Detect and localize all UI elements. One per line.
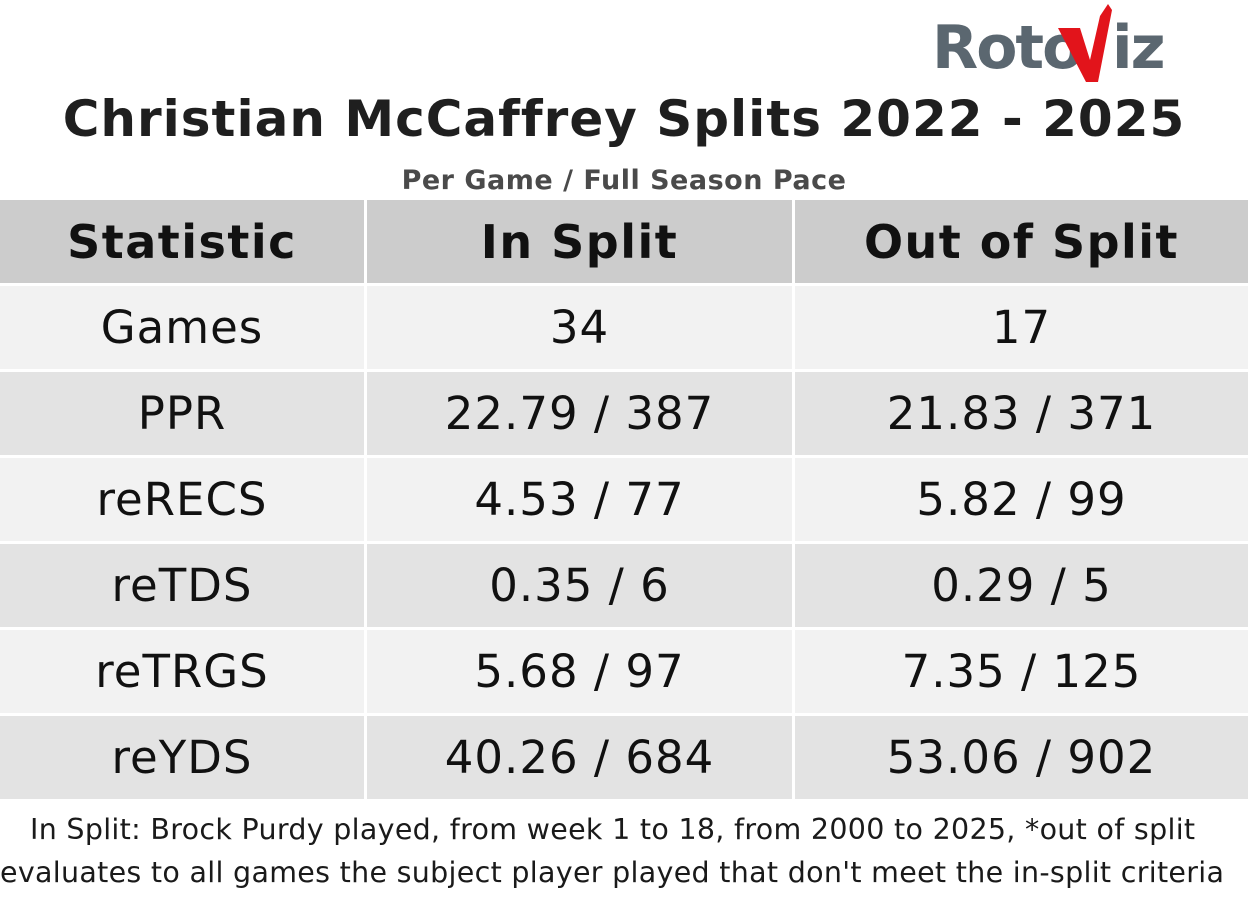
rotoviz-logo-graphic: Roto iz	[932, 4, 1166, 83]
out-of-split-cell: 5.82 / 99	[795, 458, 1248, 541]
stat-name-cell: PPR	[0, 372, 364, 455]
table-row: PPR 22.79 / 387 21.83 / 371	[0, 372, 1248, 455]
out-of-split-cell: 17	[795, 286, 1248, 369]
table-row: reTDS 0.35 / 6 0.29 / 5	[0, 544, 1248, 627]
rotoviz-logo: Roto iz	[932, 4, 1192, 88]
header-statistic: Statistic	[0, 200, 364, 283]
table-header-row: Statistic In Split Out of Split	[0, 200, 1248, 283]
stat-name-cell: Games	[0, 286, 364, 369]
table-row: reYDS 40.26 / 684 53.06 / 902	[0, 716, 1248, 799]
stat-name-cell: reRECS	[0, 458, 364, 541]
in-split-cell: 5.68 / 97	[367, 630, 792, 713]
split-criteria-footnote: In Split: Brock Purdy played, from week …	[0, 813, 1225, 889]
in-split-cell: 22.79 / 387	[367, 372, 792, 455]
out-of-split-cell: 53.06 / 902	[795, 716, 1248, 799]
header-in-split: In Split	[367, 200, 792, 283]
table-row: reRECS 4.53 / 77 5.82 / 99	[0, 458, 1248, 541]
svg-text:Roto: Roto	[932, 13, 1081, 83]
in-split-cell: 4.53 / 77	[367, 458, 792, 541]
out-of-split-cell: 0.29 / 5	[795, 544, 1248, 627]
table-row: Games 34 17	[0, 286, 1248, 369]
splits-table: Statistic In Split Out of Split Games 34…	[0, 200, 1248, 802]
svg-text:iz: iz	[1112, 13, 1164, 83]
chart-title: Christian McCaffrey Splits 2022 - 2025	[62, 90, 1186, 148]
stat-name-cell: reTRGS	[0, 630, 364, 713]
header-out-of-split: Out of Split	[795, 200, 1248, 283]
in-split-cell: 0.35 / 6	[367, 544, 792, 627]
in-split-cell: 40.26 / 684	[367, 716, 792, 799]
stat-name-cell: reYDS	[0, 716, 364, 799]
out-of-split-cell: 7.35 / 125	[795, 630, 1248, 713]
stat-name-cell: reTDS	[0, 544, 364, 627]
in-split-cell: 34	[367, 286, 792, 369]
out-of-split-cell: 21.83 / 371	[795, 372, 1248, 455]
table-row: reTRGS 5.68 / 97 7.35 / 125	[0, 630, 1248, 713]
chart-subtitle: Per Game / Full Season Pace	[401, 165, 847, 196]
